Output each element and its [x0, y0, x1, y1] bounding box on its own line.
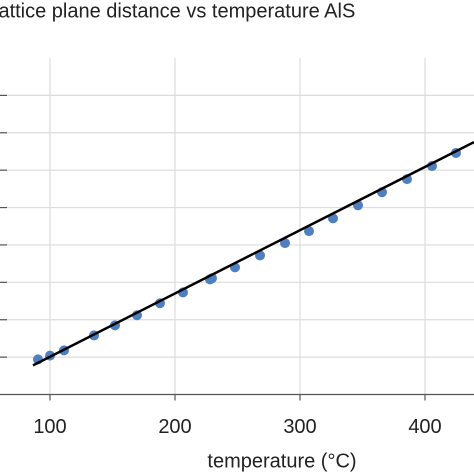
x-tick-label: 100 — [33, 416, 66, 438]
fit-line — [32, 141, 474, 367]
x-tick-label: 400 — [408, 416, 441, 438]
x-tick-label: 200 — [158, 416, 191, 438]
x-axis-label: temperature (°C) — [207, 450, 356, 472]
chart-title: lattice plane distance vs temperature Al… — [0, 0, 355, 22]
data-point — [280, 238, 290, 249]
x-tick-label: 300 — [283, 416, 316, 438]
data-point — [304, 226, 314, 237]
